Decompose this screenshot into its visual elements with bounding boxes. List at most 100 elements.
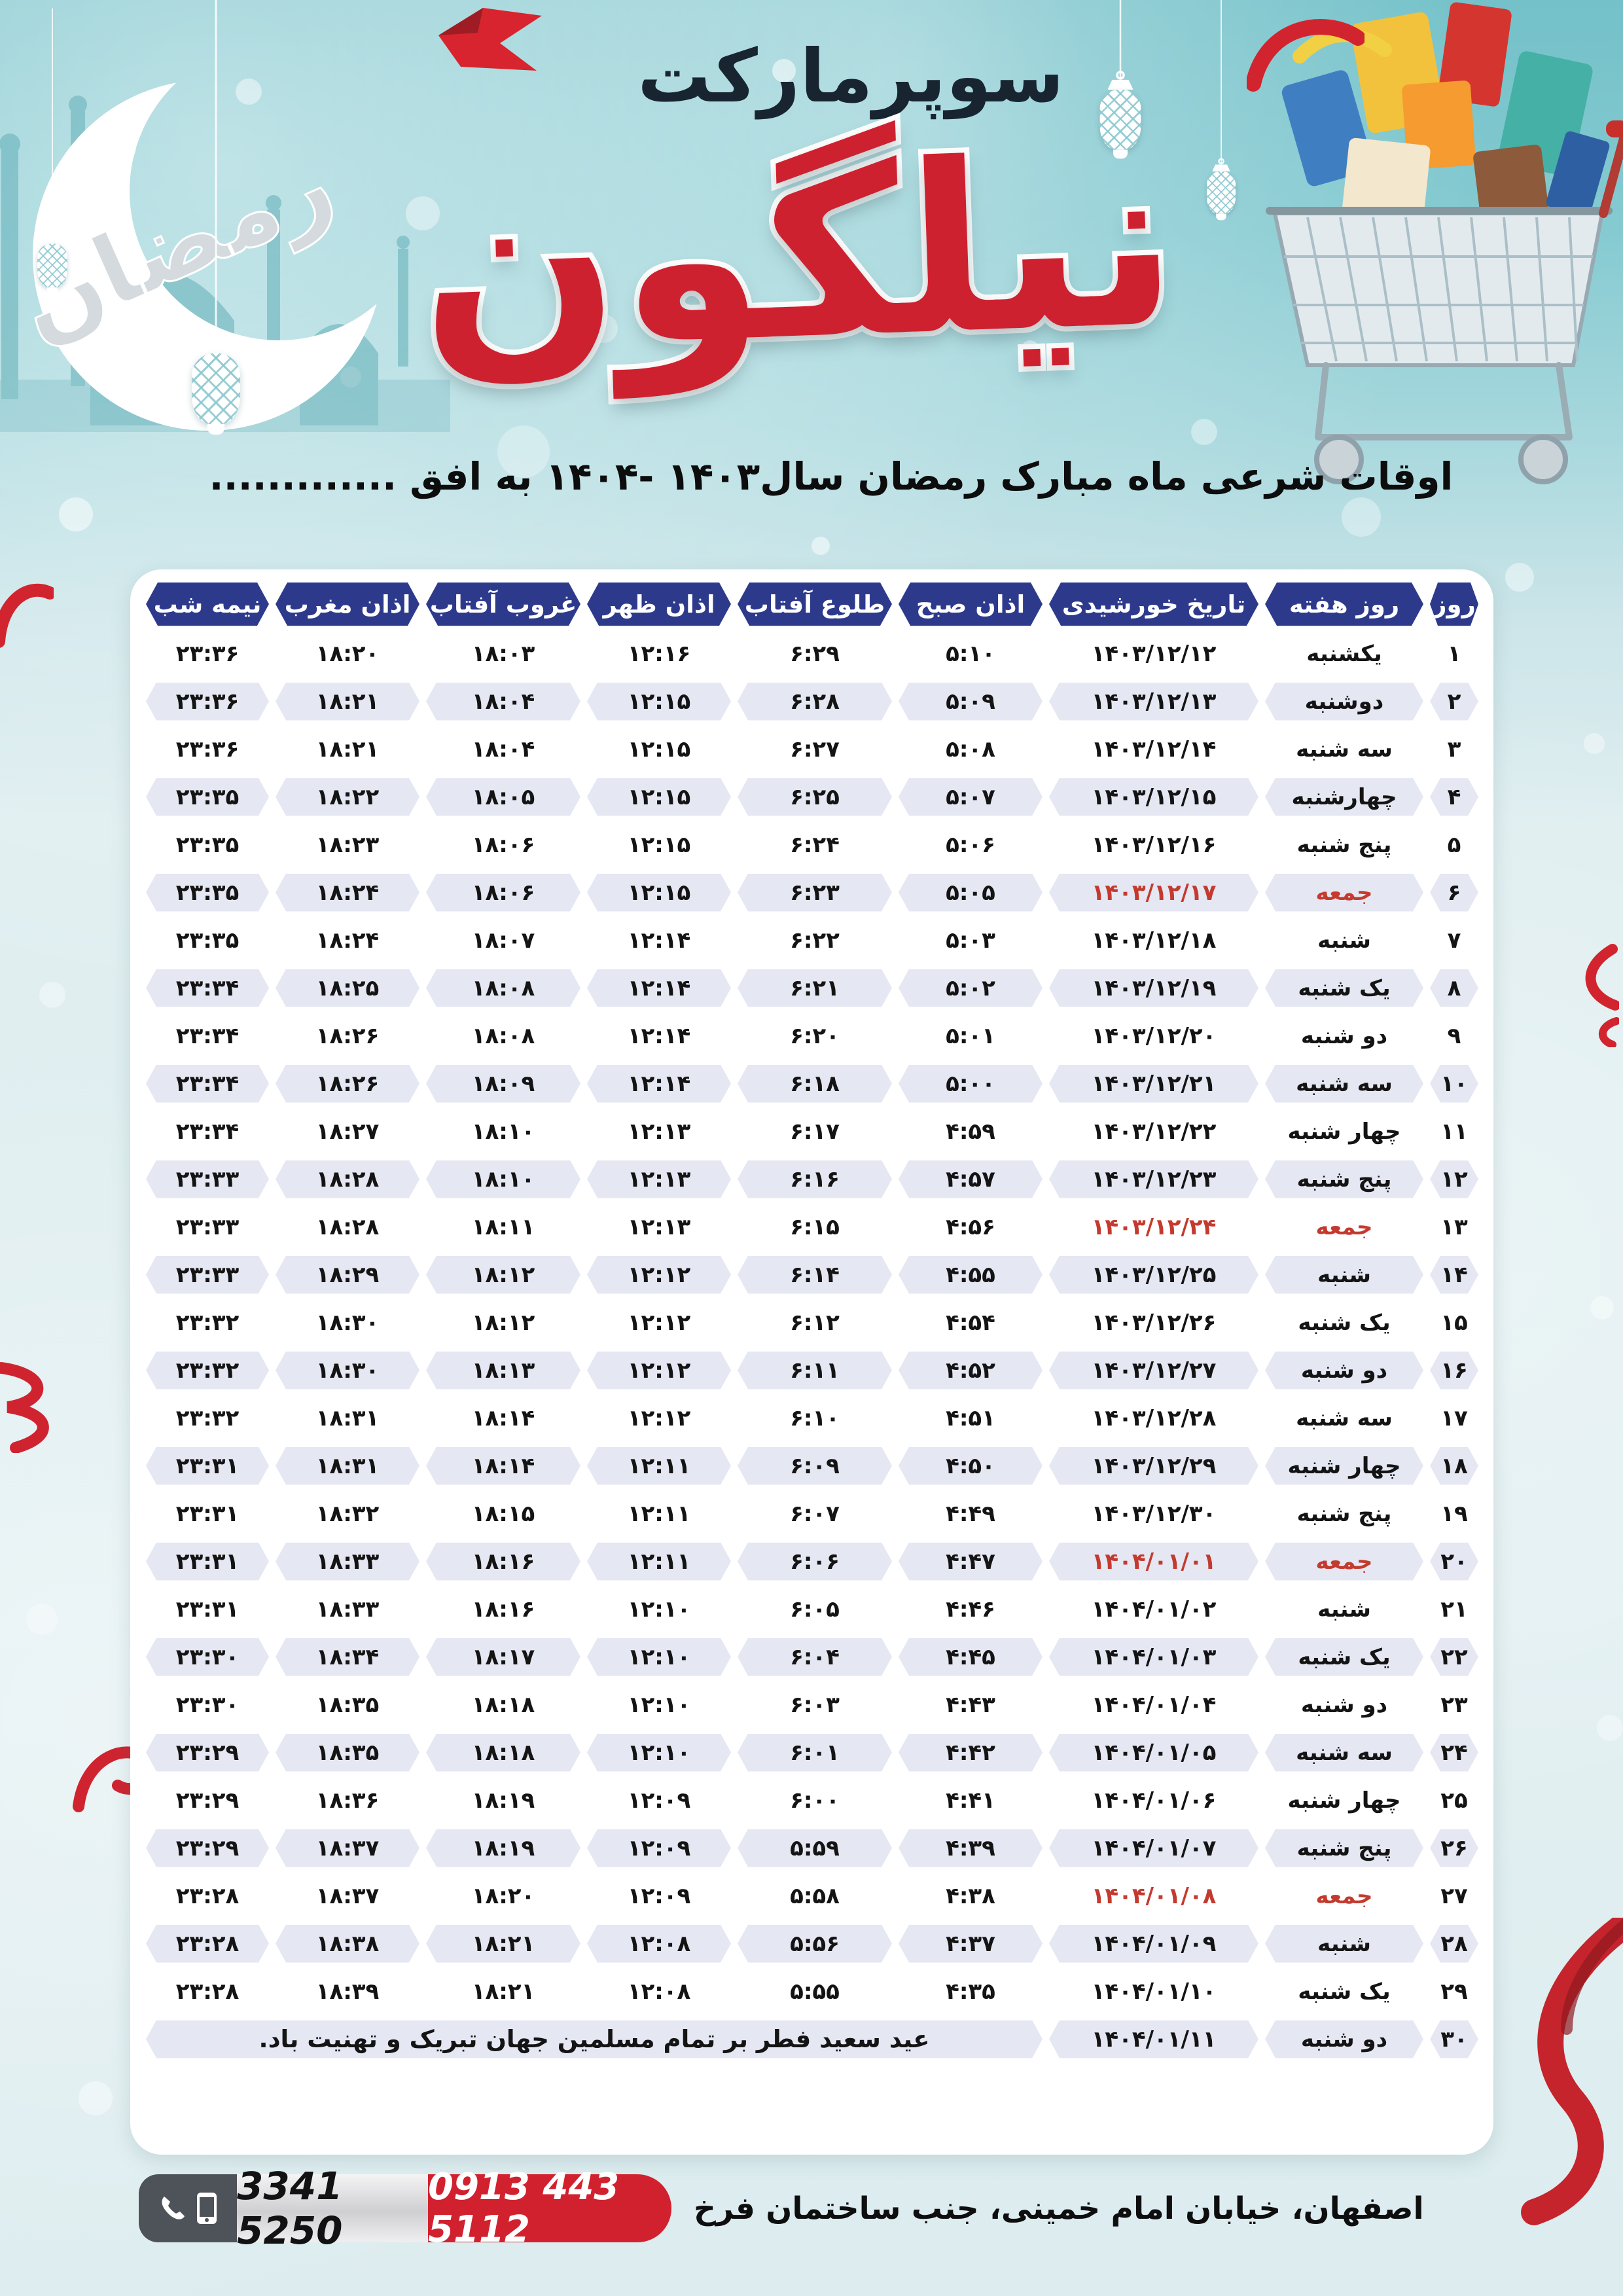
cell-azan-sobh: ۵:۱۰ (946, 640, 995, 667)
cell-weekday: چهار شنبه (1287, 1787, 1401, 1814)
cell-azan-zohr: ۱۲:۱۵ (587, 874, 731, 912)
cell-midnight: ۲۳:۳۴ (146, 969, 269, 1007)
cell-day-number: ۲۹ (1440, 1978, 1468, 2005)
cell-day-number: ۲۴ (1430, 1734, 1478, 1772)
mobile-phone-icon (197, 2193, 217, 2224)
cell-sunset: ۱۸:۰۴ (471, 736, 535, 762)
col-header-solar-date: تاریخ خورشیدی (1049, 583, 1258, 626)
table-row: ۳ سه شنبه ۱۴۰۳/۱۲/۱۴ ۵:۰۸ ۶:۲۷ ۱۲:۱۵ ۱۸:۰۴ ۱۸:۲… (142, 725, 1482, 773)
cell-day-number: ۲۰ (1430, 1543, 1478, 1581)
cell-azan-sobh: ۴:۵۷ (899, 1160, 1043, 1198)
groceries (1281, 2, 1610, 221)
table-row: ۱۷ سه شنبه ۱۴۰۳/۱۲/۲۸ ۴:۵۱ ۶:۱۰ ۱۲:۱۲ ۱۸:۱۴ ۱۸:… (142, 1394, 1482, 1442)
cell-weekday: شنبه (1317, 1596, 1371, 1623)
cell-weekday: شنبه (1317, 927, 1371, 954)
cell-solar-date: ۱۴۰۴/۰۱/۱۱ (1049, 2020, 1258, 2058)
cell-azan-maghreb: ۱۸:۳۰ (276, 1352, 419, 1390)
cell-sunset: ۱۸:۱۴ (426, 1447, 580, 1485)
cell-solar-date: ۱۴۰۳/۱۲/۱۸ (1091, 927, 1217, 954)
cell-midnight: ۲۳:۳۰ (175, 1691, 240, 1718)
cell-sunset: ۱۸:۱۰ (426, 1160, 580, 1198)
cell-azan-sobh: ۴:۴۲ (899, 1734, 1043, 1772)
cell-azan-zohr: ۱۲:۱۲ (627, 1405, 691, 1431)
cell-azan-zohr: ۱۲:۱۰ (627, 1691, 691, 1718)
cell-day-number: ۵ (1447, 831, 1461, 858)
table-row: ۶ جمعه ۱۴۰۳/۱۲/۱۷ ۵:۰۵ ۶:۲۳ ۱۲:۱۵ ۱۸:۰۶ ۱۸:۲۴ ۲۳… (142, 869, 1482, 916)
cell-azan-sobh: ۴:۴۳ (946, 1691, 995, 1718)
table-row: ۲۶ پنج شنبه ۱۴۰۴/۰۱/۰۷ ۴:۳۹ ۵:۵۹ ۱۲:۰۹ ۱۸:۱۹ ۱۸… (142, 1824, 1482, 1872)
cell-midnight: ۲۳:۳۱ (175, 1596, 240, 1623)
table-row: ۲۹ یک شنبه ۱۴۰۴/۰۱/۱۰ ۴:۳۵ ۵:۵۵ ۱۲:۰۸ ۱۸:۲۱ ۱۸:… (142, 1967, 1482, 2015)
cell-azan-zohr: ۱۲:۱۶ (627, 640, 691, 667)
cell-azan-sobh: ۵:۰۰ (899, 1065, 1043, 1103)
cell-midnight: ۲۳:۳۶ (175, 640, 240, 667)
cell-sunset: ۱۸:۰۶ (471, 831, 535, 858)
table-row: ۲ دوشنبه ۱۴۰۳/۱۲/۱۳ ۵:۰۹ ۶:۲۸ ۱۲:۱۵ ۱۸:۰۴ ۱۸:۲۱… (142, 677, 1482, 725)
cell-azan-maghreb: ۱۸:۲۹ (276, 1256, 419, 1294)
cell-azan-sobh: ۴:۳۸ (946, 1882, 995, 1909)
cell-azan-zohr: ۱۲:۱۳ (627, 1213, 691, 1240)
cell-midnight: ۲۳:۳۴ (175, 1022, 240, 1049)
table-row: ۸ یک شنبه ۱۴۰۳/۱۲/۱۹ ۵:۰۲ ۶:۲۱ ۱۲:۱۴ ۱۸:۰۸ ۱۸:۲… (142, 964, 1482, 1012)
cell-solar-date: ۱۴۰۳/۱۲/۳۰ (1091, 1500, 1217, 1527)
table-row: ۲۰ جمعه ۱۴۰۴/۰۱/۰۱ ۴:۴۷ ۶:۰۶ ۱۲:۱۱ ۱۸:۱۶ ۱۸:۳۳ ۲… (142, 1537, 1482, 1585)
cell-midnight: ۲۳:۳۱ (146, 1447, 269, 1485)
cell-azan-zohr: ۱۲:۱۰ (587, 1734, 731, 1772)
cell-azan-maghreb: ۱۸:۲۶ (315, 1022, 380, 1049)
cell-sunrise: ۶:۱۸ (738, 1065, 892, 1103)
table-row: ۱۱ چهار شنبه ۱۴۰۳/۱۲/۲۲ ۴:۵۹ ۶:۱۷ ۱۲:۱۳ ۱۸:۱۰ ۱… (142, 1107, 1482, 1155)
cell-midnight: ۲۳:۳۲ (175, 1309, 240, 1336)
cell-sunrise: ۶:۱۶ (738, 1160, 892, 1198)
table-body: ۱ یکشنبه ۱۴۰۳/۱۲/۱۲ ۵:۱۰ ۶:۲۹ ۱۲:۱۶ ۱۸:۰۳ ۱۸:۲۰… (142, 630, 1482, 2063)
cell-azan-maghreb: ۱۸:۳۳ (315, 1596, 380, 1623)
cell-azan-maghreb: ۱۸:۳۲ (315, 1500, 380, 1527)
cell-sunrise: ۶:۰۷ (790, 1500, 840, 1527)
cell-sunset: ۱۸:۱۶ (471, 1596, 535, 1623)
cell-azan-maghreb: ۱۸:۳۳ (276, 1543, 419, 1581)
cell-solar-date: ۱۴۰۳/۱۲/۱۵ (1049, 778, 1258, 816)
cell-weekday: شنبه (1265, 1256, 1423, 1294)
table-row: ۱ یکشنبه ۱۴۰۳/۱۲/۱۲ ۵:۱۰ ۶:۲۹ ۱۲:۱۶ ۱۸:۰۳ ۱۸:۲۰… (142, 630, 1482, 677)
cell-azan-zohr: ۱۲:۰۹ (627, 1787, 691, 1814)
cell-azan-zohr: ۱۲:۱۵ (627, 736, 691, 762)
cell-solar-date: ۱۴۰۳/۱۲/۲۰ (1091, 1022, 1217, 1049)
cell-weekday: جمعه (1315, 1213, 1373, 1240)
cell-midnight: ۲۳:۲۸ (175, 1882, 240, 1909)
table-row: ۱۰ سه شنبه ۱۴۰۳/۱۲/۲۱ ۵:۰۰ ۶:۱۸ ۱۲:۱۴ ۱۸:۰۹ ۱۸:… (142, 1060, 1482, 1107)
mobile-number: 0913 443 5112 (428, 2166, 620, 2251)
col-header-midnight: نیمه شب (146, 583, 269, 626)
cell-solar-date: ۱۴۰۳/۱۲/۱۴ (1091, 736, 1217, 762)
cell-azan-zohr: ۱۲:۰۹ (627, 1882, 691, 1909)
cell-azan-zohr: ۱۲:۰۸ (627, 1978, 691, 2005)
cell-azan-sobh: ۴:۵۰ (899, 1447, 1043, 1485)
cell-sunrise: ۶:۱۰ (790, 1405, 840, 1431)
cell-azan-zohr: ۱۲:۱۱ (587, 1447, 731, 1485)
cell-sunrise: ۶:۰۱ (738, 1734, 892, 1772)
cell-azan-maghreb: ۱۸:۳۰ (315, 1309, 380, 1336)
bokeh-dot (1597, 1715, 1623, 1741)
table-row: ۳۰ دو شنبه ۱۴۰۴/۰۱/۱۱ عید سعید فطر بر تمام … (142, 2015, 1482, 2063)
cell-sunset: ۱۸:۱۴ (471, 1405, 535, 1431)
cell-sunrise: ۵:۵۵ (790, 1978, 840, 2005)
red-ribbon-icon (0, 583, 54, 648)
red-ribbon-icon (0, 1362, 49, 1453)
cell-azan-zohr: ۱۲:۰۸ (587, 1925, 731, 1963)
grocery-cart-illustration (1266, 2, 1623, 484)
cell-solar-date: ۱۴۰۳/۱۲/۱۶ (1091, 831, 1217, 858)
cell-azan-maghreb: ۱۸:۳۸ (276, 1925, 419, 1963)
cell-weekday: دو شنبه (1300, 1691, 1388, 1718)
cell-sunrise: ۶:۲۱ (738, 969, 892, 1007)
cell-sunset: ۱۸:۱۹ (426, 1829, 580, 1867)
cell-midnight: ۲۳:۳۵ (175, 927, 240, 954)
cell-weekday: یک شنبه (1265, 969, 1423, 1007)
bokeh-dot (812, 537, 830, 555)
cell-azan-sobh: ۴:۵۵ (899, 1256, 1043, 1294)
cell-day-number: ۲۶ (1430, 1829, 1478, 1867)
landline-number: 3341 5250 (237, 2164, 343, 2253)
cell-weekday: جمعه (1315, 1882, 1373, 1909)
cell-sunrise: ۶:۱۱ (738, 1352, 892, 1390)
cell-midnight: ۲۳:۳۵ (146, 778, 269, 816)
col-header-sunset: غروب آفتاب (426, 583, 580, 626)
cell-azan-sobh: ۴:۵۶ (946, 1213, 995, 1240)
